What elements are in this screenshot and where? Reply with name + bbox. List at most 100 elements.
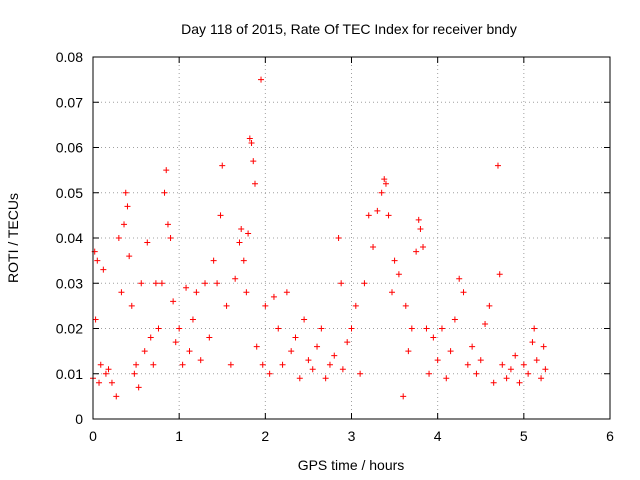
data-point: [400, 393, 407, 400]
data-point: [164, 221, 171, 228]
data-point: [108, 379, 115, 386]
data-point: [464, 361, 471, 368]
data-point: [486, 302, 493, 309]
data-point: [202, 280, 209, 287]
data-point: [118, 289, 125, 296]
data-point: [385, 212, 392, 219]
data-point: [240, 257, 247, 264]
data-point: [357, 370, 364, 377]
x-tick-label: 6: [606, 428, 614, 444]
data-point: [374, 207, 381, 214]
data-point: [227, 361, 234, 368]
data-point: [259, 361, 266, 368]
data-point: [395, 271, 402, 278]
data-point: [270, 293, 277, 300]
data-point: [100, 266, 107, 273]
data-point: [378, 189, 385, 196]
data-point: [92, 316, 99, 323]
y-axis-label: ROTI / TECUs: [5, 193, 21, 283]
data-point: [246, 135, 253, 142]
y-tick-label: 0.07: [56, 94, 83, 110]
data-point: [189, 316, 196, 323]
data-point: [525, 370, 532, 377]
data-point: [352, 302, 359, 309]
grid: [93, 57, 610, 419]
data-point: [460, 289, 467, 296]
data-point: [326, 361, 333, 368]
data-point: [434, 357, 441, 364]
data-point: [538, 375, 545, 382]
data-point: [253, 343, 260, 350]
data-point: [494, 162, 501, 169]
y-tick-label: 0.08: [56, 49, 83, 65]
data-point: [301, 316, 308, 323]
data-point: [529, 339, 536, 346]
data-point: [172, 339, 179, 346]
data-point: [520, 361, 527, 368]
data-point: [105, 366, 112, 373]
data-point: [163, 167, 170, 174]
y-tick-label: 0.04: [56, 230, 83, 246]
data-point: [248, 139, 255, 146]
data-point: [245, 230, 252, 237]
data-point: [456, 275, 463, 282]
data-point: [124, 203, 131, 210]
data-point: [122, 189, 129, 196]
data-point: [155, 325, 162, 332]
data-point: [161, 189, 168, 196]
data-point: [309, 366, 316, 373]
data-point: [232, 275, 239, 282]
data-point: [542, 366, 549, 373]
data-point: [322, 375, 329, 382]
data-point: [451, 316, 458, 323]
data-point: [275, 325, 282, 332]
data-point: [507, 366, 514, 373]
data-point: [490, 379, 497, 386]
data-point: [243, 289, 250, 296]
data-point: [197, 357, 204, 364]
plot-frame: [92, 56, 611, 420]
data-point: [348, 325, 355, 332]
data-point: [262, 302, 269, 309]
data-point: [167, 235, 174, 241]
x-tick-label: 5: [520, 428, 528, 444]
data-point: [133, 361, 140, 368]
data-point: [193, 289, 200, 296]
data-point: [417, 225, 424, 232]
data-point: [516, 379, 523, 386]
data-point: [206, 334, 213, 341]
data-point: [477, 357, 484, 364]
data-point: [473, 370, 480, 377]
data-point: [420, 244, 427, 251]
data-point: [533, 357, 540, 364]
data-point: [318, 325, 325, 332]
data-point: [531, 325, 538, 332]
chart-title: Day 118 of 2015, Rate Of TEC Index for r…: [181, 21, 517, 37]
data-point: [391, 257, 398, 264]
data-point: [128, 302, 135, 309]
data-point: [402, 302, 409, 309]
data-point: [305, 357, 312, 364]
x-tick-label: 4: [434, 428, 442, 444]
data-point: [415, 216, 422, 223]
data-point: [283, 289, 290, 296]
data-point: [370, 244, 377, 251]
data-point: [150, 361, 157, 368]
data-point: [344, 339, 351, 346]
x-axis-label: GPS time / hours: [298, 457, 405, 473]
data-point: [331, 352, 338, 359]
data-point: [214, 280, 221, 287]
data-point: [423, 325, 430, 332]
x-tick-label: 2: [261, 428, 269, 444]
data-point: [438, 325, 445, 332]
tick-labels: 0 1 2 3 4 5 6 0 0.01 0.02 0.03 0.04 0.05 0.06 0.07 0.08: [56, 49, 614, 444]
data-point: [430, 334, 437, 341]
data-point: [496, 271, 503, 278]
data-point: [96, 379, 103, 386]
data-points: [90, 76, 549, 400]
data-point: [141, 348, 148, 355]
data-point: [388, 289, 395, 296]
data-point: [102, 370, 109, 377]
data-point: [381, 176, 388, 183]
